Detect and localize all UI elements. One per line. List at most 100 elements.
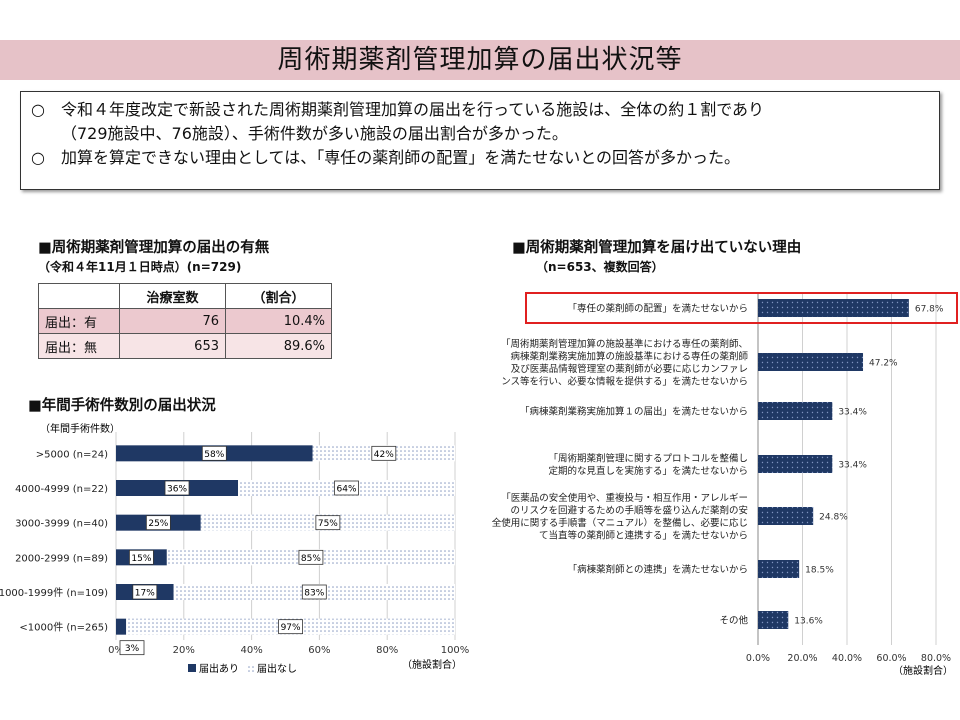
- y-axis-title: （年間手術件数）: [40, 422, 120, 435]
- category-label: 「周術期薬剤管理加算の施設基準における専任の薬剤師、: [501, 338, 748, 350]
- category-label: 「病棟薬剤師との連携」を満たせないから: [568, 564, 748, 576]
- surgery-chart-title: ■年間手術件数別の届出状況: [28, 398, 216, 414]
- x-tick-label: 20.0%: [787, 653, 817, 664]
- data-label-box: [119, 640, 145, 656]
- reasons-chart-subtitle: （n=653、複数回答）: [536, 260, 664, 274]
- data-label-not-filed: 42%: [374, 450, 394, 460]
- row-count: 76: [119, 308, 226, 334]
- legend-label: 届出あり: [199, 662, 239, 675]
- x-tick-label: 40.0%: [832, 653, 862, 664]
- data-label-box: [334, 480, 359, 496]
- page-title: 周術期薬剤管理加算の届出状況等: [0, 40, 960, 80]
- legend-swatch-not-filed: [246, 664, 254, 672]
- data-label-box: [164, 480, 190, 496]
- bar-filed: [116, 618, 127, 635]
- table-row: 届出：無 653 89.6%: [38, 333, 332, 359]
- row-count: 653: [119, 333, 226, 359]
- filing-table-title: ■周術期薬剤管理加算の届出の有無: [38, 240, 270, 256]
- bar: [758, 611, 789, 629]
- data-label-box: [298, 549, 324, 565]
- x-tick-label: 40%: [240, 645, 262, 656]
- data-label-box: [129, 549, 154, 565]
- category-label: 定期的な見直しを実施する」を満たせないから: [548, 465, 748, 477]
- data-label-box: [145, 515, 171, 531]
- x-tick-label: 0.0%: [746, 653, 770, 664]
- table-header-cell: 治療室数: [119, 283, 226, 309]
- table-row: 届出：有 76 10.4%: [38, 308, 332, 334]
- category-label: 2000-2999 (n=89): [15, 553, 108, 564]
- bullet-mark: ○: [31, 148, 45, 167]
- data-label-filed: 25%: [148, 519, 168, 529]
- category-label: 「周術期薬剤管理に関するプロトコルを整備し: [548, 452, 748, 464]
- bar: [758, 455, 833, 473]
- legend-swatch-filed: [188, 664, 196, 672]
- data-label-box: [315, 515, 341, 531]
- row-ratio: 10.4%: [225, 308, 332, 334]
- summary-text: 加算を算定できない理由としては、「専任の薬剤師の配置」を満たせないとの回答が多か…: [61, 148, 741, 167]
- bar: [758, 402, 833, 420]
- x-axis-title: （施設割合）: [402, 658, 462, 671]
- data-label: 33.4%: [838, 461, 867, 471]
- x-tick-label: 60%: [308, 645, 330, 656]
- category-label: 4000-4999 (n=22): [15, 484, 108, 495]
- x-tick-label: 100%: [441, 645, 470, 656]
- data-label-filed: 17%: [135, 589, 155, 599]
- category-label: 病棟薬剤業務実施加算の施設基準における専任の薬剤師: [510, 350, 748, 362]
- x-axis-title: （施設割合）: [893, 664, 953, 677]
- data-label: 24.8%: [819, 513, 848, 523]
- data-label: 13.6%: [794, 617, 823, 627]
- summary-line-1: ○ 令和４年度改定で新設された周術期薬剤管理加算の届出を行っている施設は、全体の…: [31, 98, 929, 122]
- table-header-cell: [38, 283, 120, 309]
- category-label: のリスクを回避するための手順等を盛り込んだ薬剤の安: [510, 504, 748, 516]
- summary-line-3: ○ 加算を算定できない理由としては、「専任の薬剤師の配置」を満たせないとの回答が…: [31, 146, 929, 170]
- category-label: 「病棟薬剤業務実施加算１の届出」を満たせないから: [520, 406, 748, 418]
- row-label: 届出：無: [38, 333, 120, 359]
- row-ratio: 89.6%: [225, 333, 332, 359]
- category-label: >5000 (n=24): [36, 449, 108, 460]
- bar: [758, 560, 800, 578]
- data-label-box: [301, 584, 327, 600]
- category-label: その他: [719, 615, 748, 627]
- data-label-filed: 58%: [204, 450, 224, 460]
- data-label-not-filed: 85%: [301, 554, 321, 564]
- category-label: 3000-3999 (n=40): [15, 519, 108, 530]
- bullet-mark: ○: [31, 100, 45, 119]
- data-label-filed: 15%: [131, 554, 151, 564]
- category-label: て当直等の薬剤師と連携する」を満たせないから: [539, 529, 748, 541]
- table-header-cell: （割合）: [225, 283, 332, 309]
- filing-table-subtitle: （令和４年11月１日時点）(n=729): [38, 260, 242, 274]
- data-label-filed: 36%: [167, 485, 187, 495]
- x-tick-label: 60.0%: [876, 653, 906, 664]
- bar: [758, 353, 864, 371]
- data-label: 67.8%: [915, 305, 944, 315]
- category-label: 及び医薬品情報管理室の薬剤師が必要に応じカンファレ: [511, 363, 748, 375]
- data-label-filed: 3%: [125, 644, 140, 654]
- data-label-not-filed: 75%: [318, 519, 338, 529]
- data-label-box: [132, 584, 158, 600]
- data-label-not-filed: 83%: [304, 589, 324, 599]
- x-tick-label: 80%: [376, 645, 398, 656]
- bar: [758, 299, 909, 317]
- summary-text: （729施設中、76施設）、手術件数が多い施設の届出割合が多かった。: [61, 124, 568, 143]
- table-header-row: 治療室数 （割合）: [38, 283, 332, 309]
- reasons-chart-title: ■周術期薬剤管理加算を届け出ていない理由: [512, 240, 802, 256]
- row-label: 届出：有: [38, 308, 120, 334]
- x-tick-label: 0%: [108, 645, 124, 656]
- summary-text: 令和４年度改定で新設された周術期薬剤管理加算の届出を行っている施設は、全体の約１…: [61, 100, 765, 119]
- category-label: 「医薬品の安全使用や、重複投与・相互作用・アレルギー: [501, 492, 748, 504]
- data-label: 47.2%: [869, 359, 898, 369]
- data-label-not-filed: 97%: [281, 623, 301, 633]
- data-label-not-filed: 64%: [337, 485, 357, 495]
- category-label: ンス等を行い、必要な情報を提供する」を満たせないから: [501, 375, 748, 387]
- category-label: <1000件 (n=265): [19, 622, 108, 634]
- category-label: 「専任の薬剤師の配置」を満たせないから: [567, 303, 748, 315]
- category-label: 1000-1999件 (n=109): [0, 587, 108, 599]
- category-label: 全使用に関する手順書（マニュアル）を整備し、必要に応じ: [492, 517, 748, 529]
- summary-box: ○ 令和４年度改定で新設された周術期薬剤管理加算の届出を行っている施設は、全体の…: [20, 91, 940, 190]
- x-tick-label: 80.0%: [921, 653, 951, 664]
- summary-line-2: （729施設中、76施設）、手術件数が多い施設の届出割合が多かった。: [31, 122, 929, 146]
- bar: [758, 507, 814, 525]
- filing-table: 治療室数 （割合） 届出：有 76 10.4% 届出：無 653 89.6%: [38, 283, 332, 359]
- data-label-box: [371, 445, 397, 461]
- x-tick-label: 20%: [173, 645, 195, 656]
